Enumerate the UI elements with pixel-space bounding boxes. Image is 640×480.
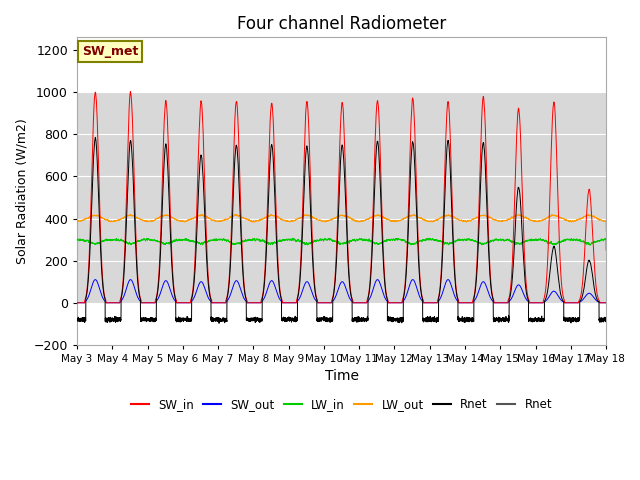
X-axis label: Time: Time <box>324 370 358 384</box>
Y-axis label: Solar Radiation (W/m2): Solar Radiation (W/m2) <box>15 118 28 264</box>
Legend: SW_in, SW_out, LW_in, LW_out, Rnet, Rnet: SW_in, SW_out, LW_in, LW_out, Rnet, Rnet <box>126 394 557 416</box>
Title: Four channel Radiometer: Four channel Radiometer <box>237 15 446 33</box>
Text: SW_met: SW_met <box>83 45 139 58</box>
Bar <box>77 92 606 303</box>
